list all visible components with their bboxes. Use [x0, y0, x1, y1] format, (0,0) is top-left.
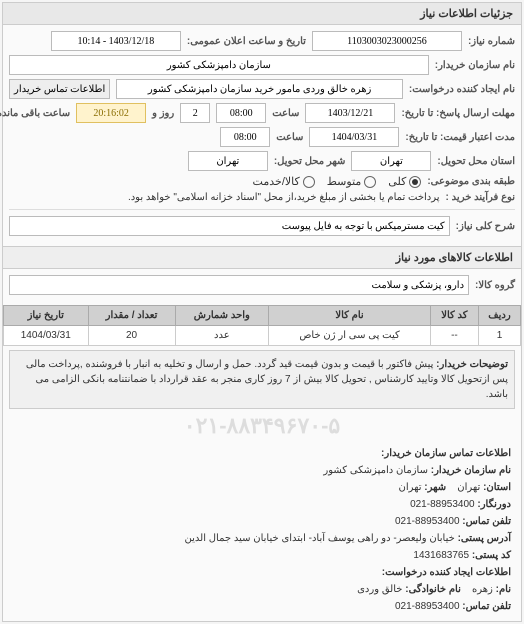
buyer-org-label: نام سازمان خریدار:: [435, 60, 515, 71]
delivery-state-field[interactable]: [351, 151, 431, 171]
resp-time-field[interactable]: [216, 103, 266, 123]
contact-fax-label: دورنگار:: [477, 499, 511, 510]
days-left-field: [180, 103, 210, 123]
contact-family-label: نام خانوادگی:: [405, 584, 461, 595]
subject-class-label: طبقه بندی موضوعی:: [427, 176, 515, 187]
radio-medium-label: متوسط: [327, 175, 362, 188]
delivery-city-field[interactable]: [188, 151, 268, 171]
req-no-field[interactable]: [312, 31, 462, 51]
subject-class-radios: کلی متوسط کالا/خدمت: [253, 175, 422, 188]
items-header-row: ردیف کد کالا نام کالا واحد شمارش تعداد /…: [4, 306, 521, 326]
header-form: شماره نیاز: تاریخ و ساعت اعلان عمومی: نا…: [3, 25, 521, 246]
radio-all-circle: [409, 176, 421, 188]
buy-process-label: نوع فرآیند خرید :: [446, 192, 515, 203]
contact-fax: 88953400-021: [410, 499, 475, 510]
goods-section-title: اطلاعات کالاهای مورد نیاز: [3, 246, 521, 269]
contact-title: اطلاعات تماس سازمان خریدار:: [381, 448, 511, 459]
cell-name: کیت پی سی ار ژن خاص: [269, 326, 431, 346]
cell-code: --: [430, 326, 478, 346]
radio-all-label: کلی: [388, 175, 406, 188]
contact-phone2: 88953400-021: [395, 601, 460, 612]
creator-title: اطلاعات ایجاد کننده درخواست:: [382, 567, 511, 578]
goods-group-label: گروه کالا:: [475, 280, 515, 291]
contact-family: خالق وردی: [357, 584, 402, 595]
creator-label: نام ایجاد کننده درخواست:: [409, 84, 515, 95]
goods-group-field[interactable]: [9, 275, 469, 295]
contact-city: تهران: [398, 482, 421, 493]
resp-date-field[interactable]: [305, 103, 395, 123]
buy-process-text: پرداخت تمام یا بخشی از مبلغ خرید،از محل …: [128, 192, 440, 203]
col-row: ردیف: [478, 306, 520, 326]
req-no-label: شماره نیاز:: [468, 36, 515, 47]
col-code: کد کالا: [430, 306, 478, 326]
buyer-contact-button[interactable]: اطلاعات تماس خریدار: [9, 79, 110, 99]
contact-postal-label: کد پستی:: [472, 550, 511, 561]
need-desc-label: شرح کلی نیاز:: [456, 221, 515, 232]
contact-postal: 1431683765: [413, 550, 469, 561]
validity-time-label: ساعت: [276, 132, 303, 143]
watermark-phone: ۰۲۱-۸۸۳۴۹۶۷۰-۵: [3, 413, 521, 439]
countdown-label: ساعت باقی مانده: [0, 108, 70, 119]
delivery-state-label: استان محل تحویل:: [437, 156, 515, 167]
contact-province: تهران: [457, 482, 480, 493]
contact-phone2-label: تلفن تماس:: [462, 601, 511, 612]
contact-org-label: نام سازمان خریدار:: [431, 465, 511, 476]
resp-time-label: ساعت: [272, 108, 299, 119]
cell-qty: 20: [88, 326, 175, 346]
radio-goods-circle: [303, 176, 315, 188]
announce-field[interactable]: [51, 31, 181, 51]
buyer-note-box: توضیحات خریدار: پیش فاکتور با قیمت و بدو…: [9, 350, 515, 409]
resp-deadline-label: مهلت ارسال پاسخ: تا تاریخ:: [401, 108, 515, 119]
radio-all[interactable]: کلی: [388, 175, 421, 188]
radio-goods[interactable]: کالا/خدمت: [253, 175, 315, 188]
buyer-org-field[interactable]: [9, 55, 429, 75]
contact-address-label: آدرس پستی:: [458, 533, 511, 544]
contact-phone: 88953400-021: [395, 516, 460, 527]
radio-goods-label: کالا/خدمت: [253, 175, 300, 188]
col-unit: واحد شمارش: [175, 306, 269, 326]
contact-name: زهره: [472, 584, 493, 595]
contact-city-label: شهر:: [424, 482, 446, 493]
validity-time-field[interactable]: [220, 127, 270, 147]
delivery-city-label: شهر محل تحویل:: [274, 156, 346, 167]
announce-label: تاریخ و ساعت اعلان عمومی:: [187, 36, 306, 47]
items-table: ردیف کد کالا نام کالا واحد شمارش تعداد /…: [3, 305, 521, 346]
need-desc-field[interactable]: [9, 216, 450, 236]
radio-medium-circle: [364, 176, 376, 188]
col-qty: تعداد / مقدار: [88, 306, 175, 326]
creator-field[interactable]: [116, 79, 403, 99]
contact-phone-label: تلفن تماس:: [462, 516, 511, 527]
need-details-panel: جزئیات اطلاعات نیاز شماره نیاز: تاریخ و …: [2, 2, 522, 622]
cell-unit: عدد: [175, 326, 269, 346]
buyer-note-label: توضیحات خریدار:: [436, 359, 508, 370]
validity-date-field[interactable]: [309, 127, 399, 147]
radio-medium[interactable]: متوسط: [327, 175, 377, 188]
countdown-field: [76, 103, 146, 123]
panel-title: جزئیات اطلاعات نیاز: [3, 3, 521, 25]
contact-section: اطلاعات تماس سازمان خریدار: نام سازمان خ…: [3, 439, 521, 621]
validity-label: مدت اعتبار قیمت: تا تاریخ:: [405, 132, 515, 143]
col-name: نام کالا: [269, 306, 431, 326]
contact-name-label: نام:: [496, 584, 511, 595]
cell-date: 1404/03/31: [4, 326, 89, 346]
cell-row: 1: [478, 326, 520, 346]
days-left-label: روز و: [152, 108, 174, 119]
col-date: تاریخ نیاز: [4, 306, 89, 326]
contact-province-label: استان:: [483, 482, 511, 493]
table-row[interactable]: 1 -- کیت پی سی ار ژن خاص عدد 20 1404/03/…: [4, 326, 521, 346]
contact-org: سازمان دامپزشکی کشور: [323, 465, 428, 476]
contact-address: خیابان ولیعصر- دو راهی یوسف آباد- ابتدای…: [185, 533, 455, 544]
